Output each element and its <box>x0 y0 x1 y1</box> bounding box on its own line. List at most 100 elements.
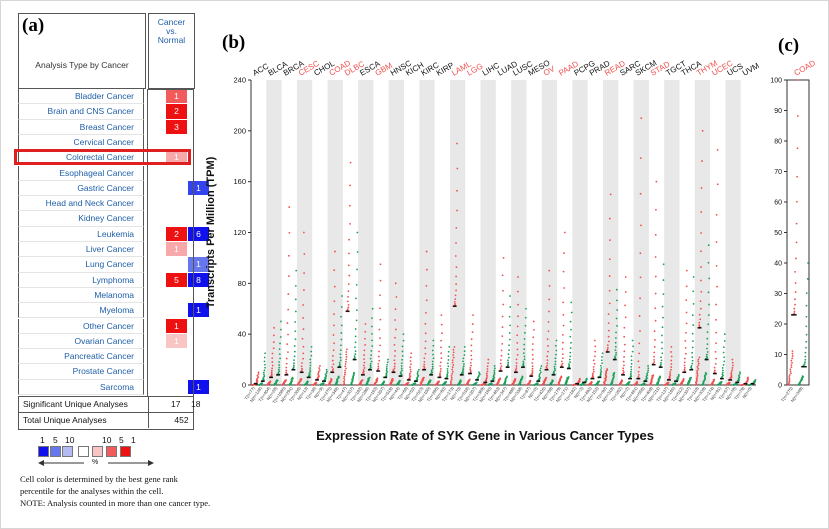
data-point <box>523 348 526 351</box>
data-point <box>300 377 303 380</box>
data-point <box>546 338 549 341</box>
data-point <box>695 378 698 381</box>
data-point <box>801 375 804 378</box>
overexpression-cell[interactable]: 1 <box>166 150 187 165</box>
data-point <box>624 304 626 307</box>
data-point <box>705 353 708 356</box>
overexpression-cell[interactable]: 1 <box>166 242 187 257</box>
data-point <box>319 365 321 367</box>
data-point <box>666 381 669 384</box>
data-point <box>706 357 709 359</box>
overexpression-cell <box>166 349 187 363</box>
data-point <box>660 363 662 366</box>
data-point <box>450 374 453 377</box>
overexpression-cell[interactable]: 1 <box>166 89 187 104</box>
cancer-type-link[interactable]: Melanoma <box>18 287 144 304</box>
data-point <box>608 340 610 343</box>
data-point <box>730 374 733 376</box>
cancer-type-link[interactable]: Lymphoma <box>18 272 144 288</box>
data-point <box>616 325 618 327</box>
overexpression-cell[interactable]: 5 <box>166 272 187 287</box>
overexpression-cell[interactable]: 3 <box>166 119 187 134</box>
overexpression-cell[interactable]: 1 <box>166 333 187 349</box>
data-point <box>692 276 695 278</box>
cancer-type-link[interactable]: Ovarian Cancer <box>18 333 144 350</box>
cancer-type-link[interactable]: Other Cancer <box>18 318 144 334</box>
data-point <box>470 358 473 361</box>
data-point <box>280 320 282 323</box>
cancer-type-link[interactable]: Liver Cancer <box>18 242 144 258</box>
cancer-type-link[interactable]: Bladder Cancer <box>18 89 144 105</box>
data-point <box>486 365 489 368</box>
data-point <box>324 373 327 376</box>
legend-number: 10 <box>65 435 75 445</box>
data-point <box>272 334 275 337</box>
data-point <box>263 356 266 359</box>
overexpression-cell[interactable]: 2 <box>166 226 187 241</box>
category-band <box>358 80 374 385</box>
cancer-type-link[interactable]: Brain and CNS Cancer <box>18 104 144 120</box>
data-point <box>263 369 266 372</box>
cancer-type-link[interactable]: Cervical Cancer <box>18 134 144 151</box>
data-point <box>683 368 686 371</box>
data-point <box>791 350 794 353</box>
data-point <box>318 369 321 371</box>
data-point <box>653 346 656 348</box>
data-point <box>393 365 396 368</box>
data-point <box>408 374 411 376</box>
data-point <box>523 338 526 340</box>
data-point <box>362 369 365 371</box>
data-point <box>402 339 405 342</box>
data-point <box>616 299 618 302</box>
data-point <box>387 358 389 361</box>
overexpression-cell[interactable]: 2 <box>166 104 187 119</box>
data-point <box>362 370 365 373</box>
data-point <box>455 266 458 269</box>
cancer-type-link[interactable]: Kidney Cancer <box>18 211 144 227</box>
data-point <box>697 362 700 365</box>
data-point <box>561 357 564 360</box>
data-point <box>487 358 490 361</box>
data-point <box>731 358 734 361</box>
data-point <box>346 308 349 311</box>
data-point <box>269 380 272 383</box>
data-point <box>655 180 658 183</box>
cancer-type-link[interactable]: Breast Cancer <box>18 119 144 135</box>
data-point <box>370 360 373 363</box>
data-point <box>425 299 428 302</box>
cancer-type-link[interactable]: Prostate Cancer <box>18 364 144 380</box>
data-point <box>343 379 346 381</box>
data-point <box>507 353 510 356</box>
overexpression-cell[interactable]: 1 <box>166 318 187 333</box>
cancer-type-link[interactable]: Myeloma <box>18 303 144 319</box>
data-point <box>638 352 641 355</box>
data-point <box>451 361 454 364</box>
data-point <box>395 296 398 298</box>
data-point <box>347 303 350 306</box>
data-point <box>721 369 724 372</box>
cancer-type-link[interactable]: Sarcoma <box>18 379 144 395</box>
data-point <box>343 377 345 380</box>
cancer-type-link[interactable]: Gastric Cancer <box>18 180 144 197</box>
data-point <box>369 357 372 360</box>
data-point <box>340 338 343 341</box>
data-point <box>340 306 343 308</box>
data-point <box>631 339 634 342</box>
data-point <box>685 331 687 334</box>
data-point <box>704 371 707 374</box>
cancer-type-link[interactable]: Lung Cancer <box>18 257 144 273</box>
cancer-type-link[interactable]: Pancreatic Cancer <box>18 349 144 365</box>
data-point <box>391 377 394 380</box>
cancer-type-link[interactable]: Leukemia <box>18 226 144 242</box>
data-point <box>624 276 627 278</box>
data-point <box>592 359 595 362</box>
data-point <box>463 345 466 348</box>
data-point <box>425 284 428 287</box>
data-point <box>623 350 626 353</box>
data-point <box>601 362 603 365</box>
data-point <box>722 364 725 366</box>
data-point <box>490 382 493 385</box>
cancer-type-link[interactable]: Esophageal Cancer <box>18 165 144 181</box>
data-point <box>454 298 457 301</box>
cancer-type-link[interactable]: Head and Neck Cancer <box>18 196 144 212</box>
